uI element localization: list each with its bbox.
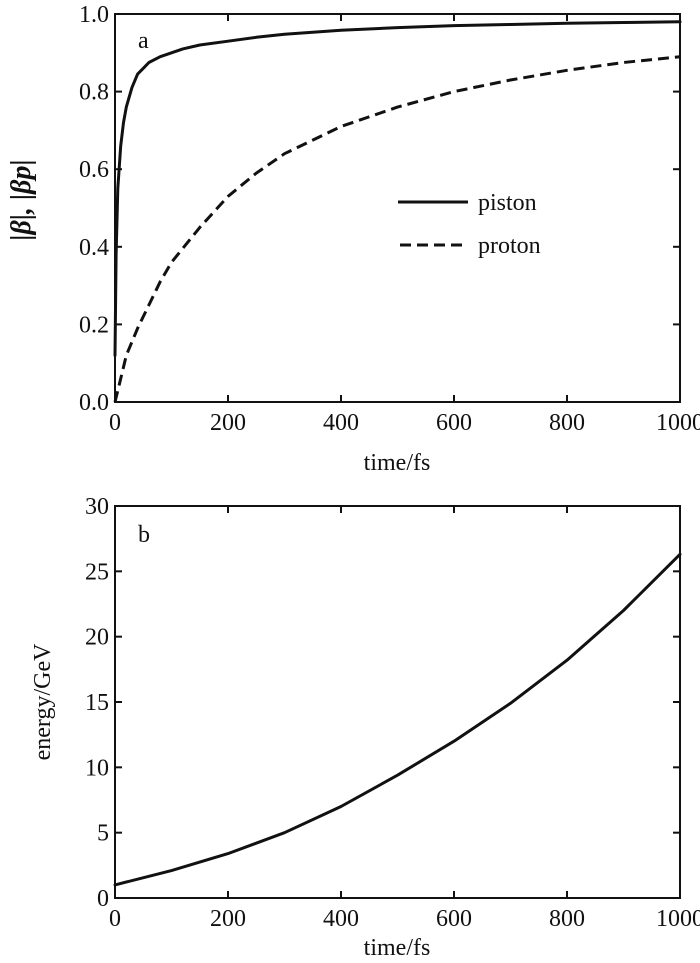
x-tick-label: 0 xyxy=(109,906,121,932)
panel-label-b: b xyxy=(138,522,150,548)
series-line-series-0 xyxy=(113,552,682,887)
x-axis-label-b: time/fs xyxy=(364,935,431,961)
lines-b xyxy=(113,552,682,887)
y-tick-label: 5 xyxy=(97,821,109,847)
x-axis-label-a: time/fs xyxy=(364,450,431,476)
plot-frame-b xyxy=(114,505,681,899)
ticks-b: 0 200 400 600 800 1000 0 5 10 15 20 25 30 xyxy=(85,494,700,932)
y-tick-label: 0 xyxy=(97,886,109,912)
panel-label-a: a xyxy=(138,28,149,54)
x-tick-label: 400 xyxy=(323,410,359,436)
y-tick-label: 0.6 xyxy=(79,157,109,183)
x-tick-label: 800 xyxy=(549,410,585,436)
y-tick-label: 15 xyxy=(85,690,109,716)
legend-label-proton: proton xyxy=(478,233,541,259)
x-tick-label: 200 xyxy=(210,906,246,932)
y-tick-label: 25 xyxy=(85,559,109,585)
series-line-piston xyxy=(113,20,682,357)
x-tick-label: 1000 xyxy=(656,906,700,932)
y-axis-label-b: energy/GeV xyxy=(30,643,56,761)
panel-a: 0 200 400 600 800 1000 0.0 0.2 0.4 0.6 0.8 1.0 a ti… xyxy=(6,2,700,476)
x-tick-label: 1000 xyxy=(656,410,700,436)
y-tick-label: 0.8 xyxy=(79,80,109,106)
legend: piston proton xyxy=(398,190,541,259)
y-tick-label: 0.2 xyxy=(79,312,109,338)
x-tick-label: 600 xyxy=(436,410,472,436)
y-tick-label: 1.0 xyxy=(79,2,109,28)
plot-frame-a xyxy=(114,13,681,403)
x-tick-label: 600 xyxy=(436,906,472,932)
y-tick-label: 0.4 xyxy=(79,235,109,261)
x-tick-label: 800 xyxy=(549,906,585,932)
x-tick-label: 0 xyxy=(109,410,121,436)
series-line-proton xyxy=(113,55,681,403)
legend-label-piston: piston xyxy=(478,190,537,216)
ticks-a: 0 200 400 600 800 1000 0.0 0.2 0.4 0.6 0.8 1.0 xyxy=(79,2,700,436)
y-tick-label: 20 xyxy=(85,625,109,651)
y-tick-label: 0.0 xyxy=(79,390,109,416)
lines-a xyxy=(113,20,682,403)
y-axis-label-a: |β|, |βp| xyxy=(6,159,37,240)
y-tick-label: 30 xyxy=(85,494,109,520)
x-tick-label: 200 xyxy=(210,410,246,436)
x-tick-label: 400 xyxy=(323,906,359,932)
y-tick-label: 10 xyxy=(85,755,109,781)
